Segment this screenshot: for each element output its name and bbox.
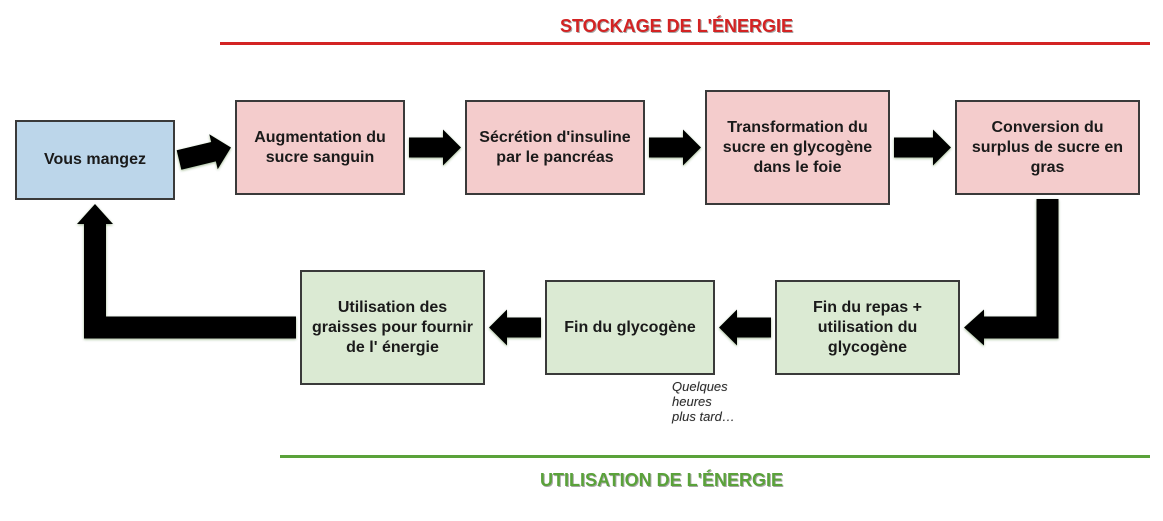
- node-meal-end: Fin du repas + utilisation du glycogène: [775, 280, 960, 375]
- bottom-rule: [280, 455, 1150, 458]
- bottom-title: UTILISATION DE L'ÉNERGIE: [540, 470, 783, 491]
- node-eat: Vous mangez: [15, 120, 175, 200]
- node-glycogen: Transformation du sucre en glycogène dan…: [705, 90, 890, 205]
- node-glyco-end: Fin du glycogène: [545, 280, 715, 375]
- top-title: STOCKAGE DE L'ÉNERGIE: [560, 16, 793, 37]
- node-sugar-up: Augmentation du sucre sanguin: [235, 100, 405, 195]
- flow-arrows: [0, 0, 1163, 521]
- node-fat-conv: Conversion du surplus de sucre en gras: [955, 100, 1140, 195]
- time-caption: Quelquesheuresplus tard…: [672, 380, 735, 425]
- top-rule: [220, 42, 1150, 45]
- node-insulin: Sécrétion d'insuline par le pancréas: [465, 100, 645, 195]
- node-fat-use: Utilisation des graisses pour fournir de…: [300, 270, 485, 385]
